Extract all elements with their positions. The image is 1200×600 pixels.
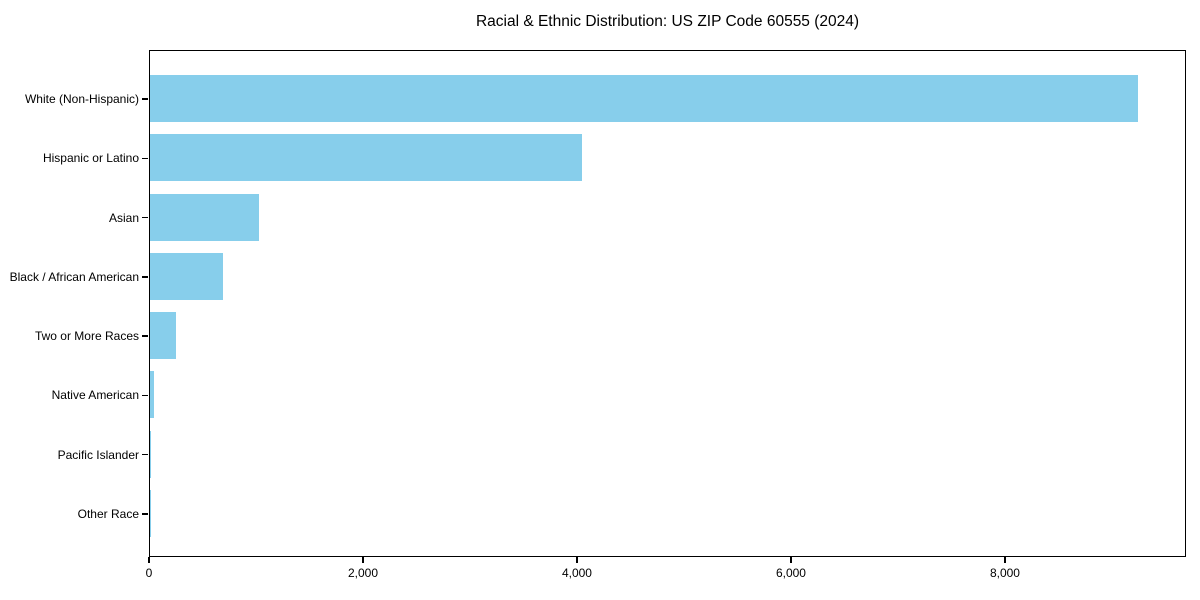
x-tick-label: 2,000 xyxy=(347,566,378,580)
x-tick-mark xyxy=(362,557,364,563)
x-tick-mark xyxy=(790,557,792,563)
y-tick-label: Pacific Islander xyxy=(57,447,139,462)
y-tick-label: White (Non-Hispanic) xyxy=(24,92,139,106)
x-tick-label: 4,000 xyxy=(561,566,592,580)
y-tick-mark xyxy=(142,276,148,278)
x-tick-label: 6,000 xyxy=(775,566,806,580)
bar xyxy=(150,490,151,537)
y-tick-mark xyxy=(142,513,148,515)
x-tick-mark xyxy=(576,557,578,563)
y-tick-label: Black / African American xyxy=(9,269,139,284)
y-tick-mark xyxy=(142,335,148,337)
y-tick-mark xyxy=(142,157,148,160)
x-tick-label: 0 xyxy=(145,566,153,580)
y-tick-label: Asian xyxy=(108,210,139,225)
x-tick-mark xyxy=(148,557,150,563)
bar xyxy=(150,193,260,241)
plot-area xyxy=(149,50,1186,557)
bar xyxy=(150,371,155,419)
bar xyxy=(150,75,1138,122)
y-tick-label: Other Race xyxy=(77,507,139,521)
chart-title: Racial & Ethnic Distribution: US ZIP Cod… xyxy=(475,13,860,30)
y-tick-label: Hispanic or Latino xyxy=(42,151,139,166)
bar xyxy=(150,430,151,478)
y-tick-mark xyxy=(142,216,148,219)
y-tick-label: Two or More Races xyxy=(34,329,139,344)
y-tick-mark xyxy=(142,394,148,397)
x-tick-mark xyxy=(1004,557,1006,563)
y-tick-label: Native American xyxy=(51,388,139,403)
y-tick-mark xyxy=(142,453,148,456)
bar xyxy=(150,134,583,182)
x-tick-label: 8,000 xyxy=(989,566,1020,580)
y-tick-mark xyxy=(142,98,148,100)
bar xyxy=(150,252,223,300)
bar xyxy=(150,312,176,360)
